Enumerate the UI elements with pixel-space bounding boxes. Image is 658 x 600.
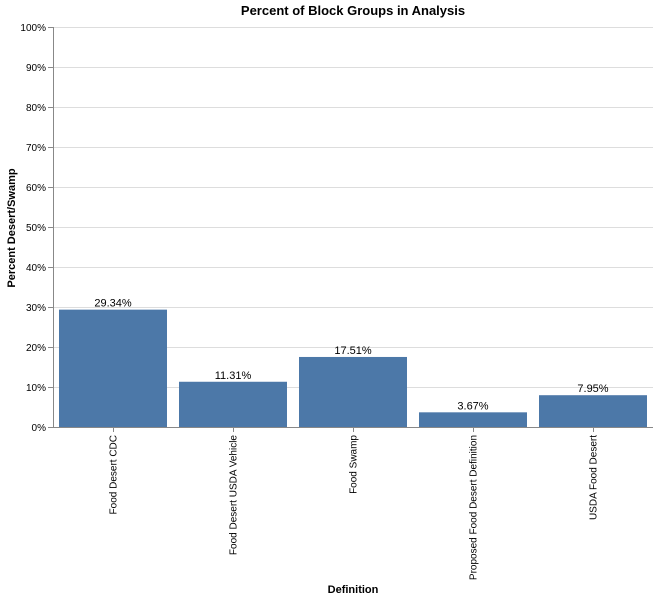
bar-value-label: 3.67% [457,400,488,412]
x-tick-label: Food Desert USDA Vehicle [229,435,240,555]
y-tick-label: 20% [26,343,46,354]
y-tick-label: 40% [26,263,46,274]
chart-title: Percent of Block Groups in Analysis [241,3,465,18]
bar [539,395,647,427]
x-tick-label: Proposed Food Desert Definition [469,435,480,580]
y-tick-label: 70% [26,143,46,154]
y-tick-label: 60% [26,183,46,194]
y-axis-title: Percent Desert/Swamp [6,168,18,287]
bar [419,412,527,427]
y-axis: 0% 10% 20% 30% 40% 50% 60% 70% 80% 90% 100% [20,23,54,434]
y-tick-label: 10% [26,383,46,394]
bar [59,309,167,427]
bar-value-label: 11.31% [215,370,252,382]
bar-value-label: 7.95% [577,383,608,395]
y-tick-label: 90% [26,63,46,74]
x-axis-title: Definition [328,584,379,596]
x-axis: Food Desert CDC Food Desert USDA Vehicle F… [53,427,653,580]
bar-value-label: 17.51% [334,345,372,357]
x-tick-label: Food Swamp [349,435,360,494]
y-tick-label: 100% [20,23,46,34]
y-tick-label: 0% [32,423,47,434]
bar [299,356,407,427]
bar-value-label: 29.34% [94,298,132,310]
x-tick-label: USDA Food Desert [589,435,600,520]
y-tick-label: 50% [26,223,46,234]
data-labels: 29.34% 11.31% 17.51% 3.67% 7.95% [94,298,608,413]
y-tick-label: 30% [26,303,46,314]
x-tick-label: Food Desert CDC [109,435,120,514]
y-tick-label: 80% [26,103,46,114]
bars [59,309,647,427]
bar [179,381,287,427]
